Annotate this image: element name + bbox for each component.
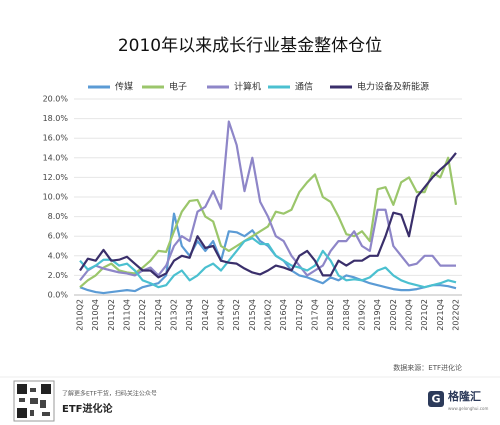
x-tick-label: 2014Q2: [201, 299, 210, 331]
series-line: [79, 152, 457, 279]
y-tick-label: 16.0%: [43, 134, 69, 143]
legend-label: 电力设备及新能源: [357, 81, 429, 93]
y-tick-label: 6.0%: [48, 232, 69, 241]
series-line: [79, 156, 458, 288]
y-tick-label: 2.0%: [48, 271, 69, 280]
x-tick-label: 2010Q4: [91, 299, 100, 331]
x-tick-label: 2021Q2: [420, 299, 429, 331]
x-tick-label: 2016Q4: [279, 299, 288, 331]
legend-label: 计算机: [234, 81, 261, 93]
x-tick-label: 2010Q2: [76, 299, 85, 331]
chart-title: 2010年以来成长行业基金整体仓位: [118, 36, 382, 56]
y-tick-label: 0.0%: [48, 291, 69, 300]
x-tick-label: 2011Q2: [107, 299, 116, 331]
x-tick-label: 2017Q2: [295, 299, 304, 331]
x-tick-label: 2015Q4: [248, 299, 257, 331]
y-tick-label: 18.0%: [43, 114, 69, 123]
svg-text:G: G: [431, 393, 440, 406]
y-tick-label: 14.0%: [43, 153, 69, 162]
x-tick-label: 2018Q2: [326, 299, 335, 331]
qr-code: [13, 380, 55, 422]
x-tick-label: 2022Q2: [452, 299, 461, 331]
source-note: 数据来源：ETF进化论: [393, 363, 462, 372]
logo-url: www.gelonghui.com: [448, 406, 488, 411]
x-tick-label: 2019Q4: [373, 299, 382, 331]
x-tick-label: 2021Q4: [436, 299, 445, 331]
legend-label: 电子: [169, 81, 187, 93]
y-tick-label: 12.0%: [43, 173, 69, 182]
footer-brand: ETF进化论: [62, 402, 113, 415]
legend-label: 传媒: [115, 81, 133, 93]
logo-text: 格隆汇: [448, 389, 481, 403]
x-tick-label: 2015Q2: [232, 299, 241, 331]
x-tick-label: 2020Q4: [405, 299, 414, 331]
series-line: [79, 120, 456, 281]
logo: G: [428, 391, 444, 407]
x-tick-label: 2012Q2: [138, 299, 147, 331]
x-tick-label: 2011Q4: [123, 299, 132, 331]
x-tick-label: 2012Q4: [154, 299, 163, 331]
x-tick-label: 2014Q4: [217, 299, 226, 331]
y-tick-label: 4.0%: [48, 251, 69, 260]
series-line: [79, 237, 457, 289]
x-tick-label: 2019Q2: [358, 299, 367, 331]
x-tick-label: 2020Q2: [389, 299, 398, 331]
x-tick-label: 2016Q2: [264, 299, 273, 331]
x-tick-label: 2013Q4: [185, 299, 194, 331]
y-tick-label: 20.0%: [43, 95, 69, 104]
x-tick-label: 2013Q2: [170, 299, 179, 331]
footer-note: 了解更多ETF干货，扫码关注公众号: [62, 390, 157, 398]
x-tick-label: 2018Q4: [342, 299, 351, 331]
y-tick-label: 8.0%: [48, 212, 69, 221]
x-tick-label: 2017Q4: [311, 299, 320, 331]
y-tick-label: 10.0%: [43, 193, 69, 202]
legend-label: 通信: [295, 81, 313, 93]
